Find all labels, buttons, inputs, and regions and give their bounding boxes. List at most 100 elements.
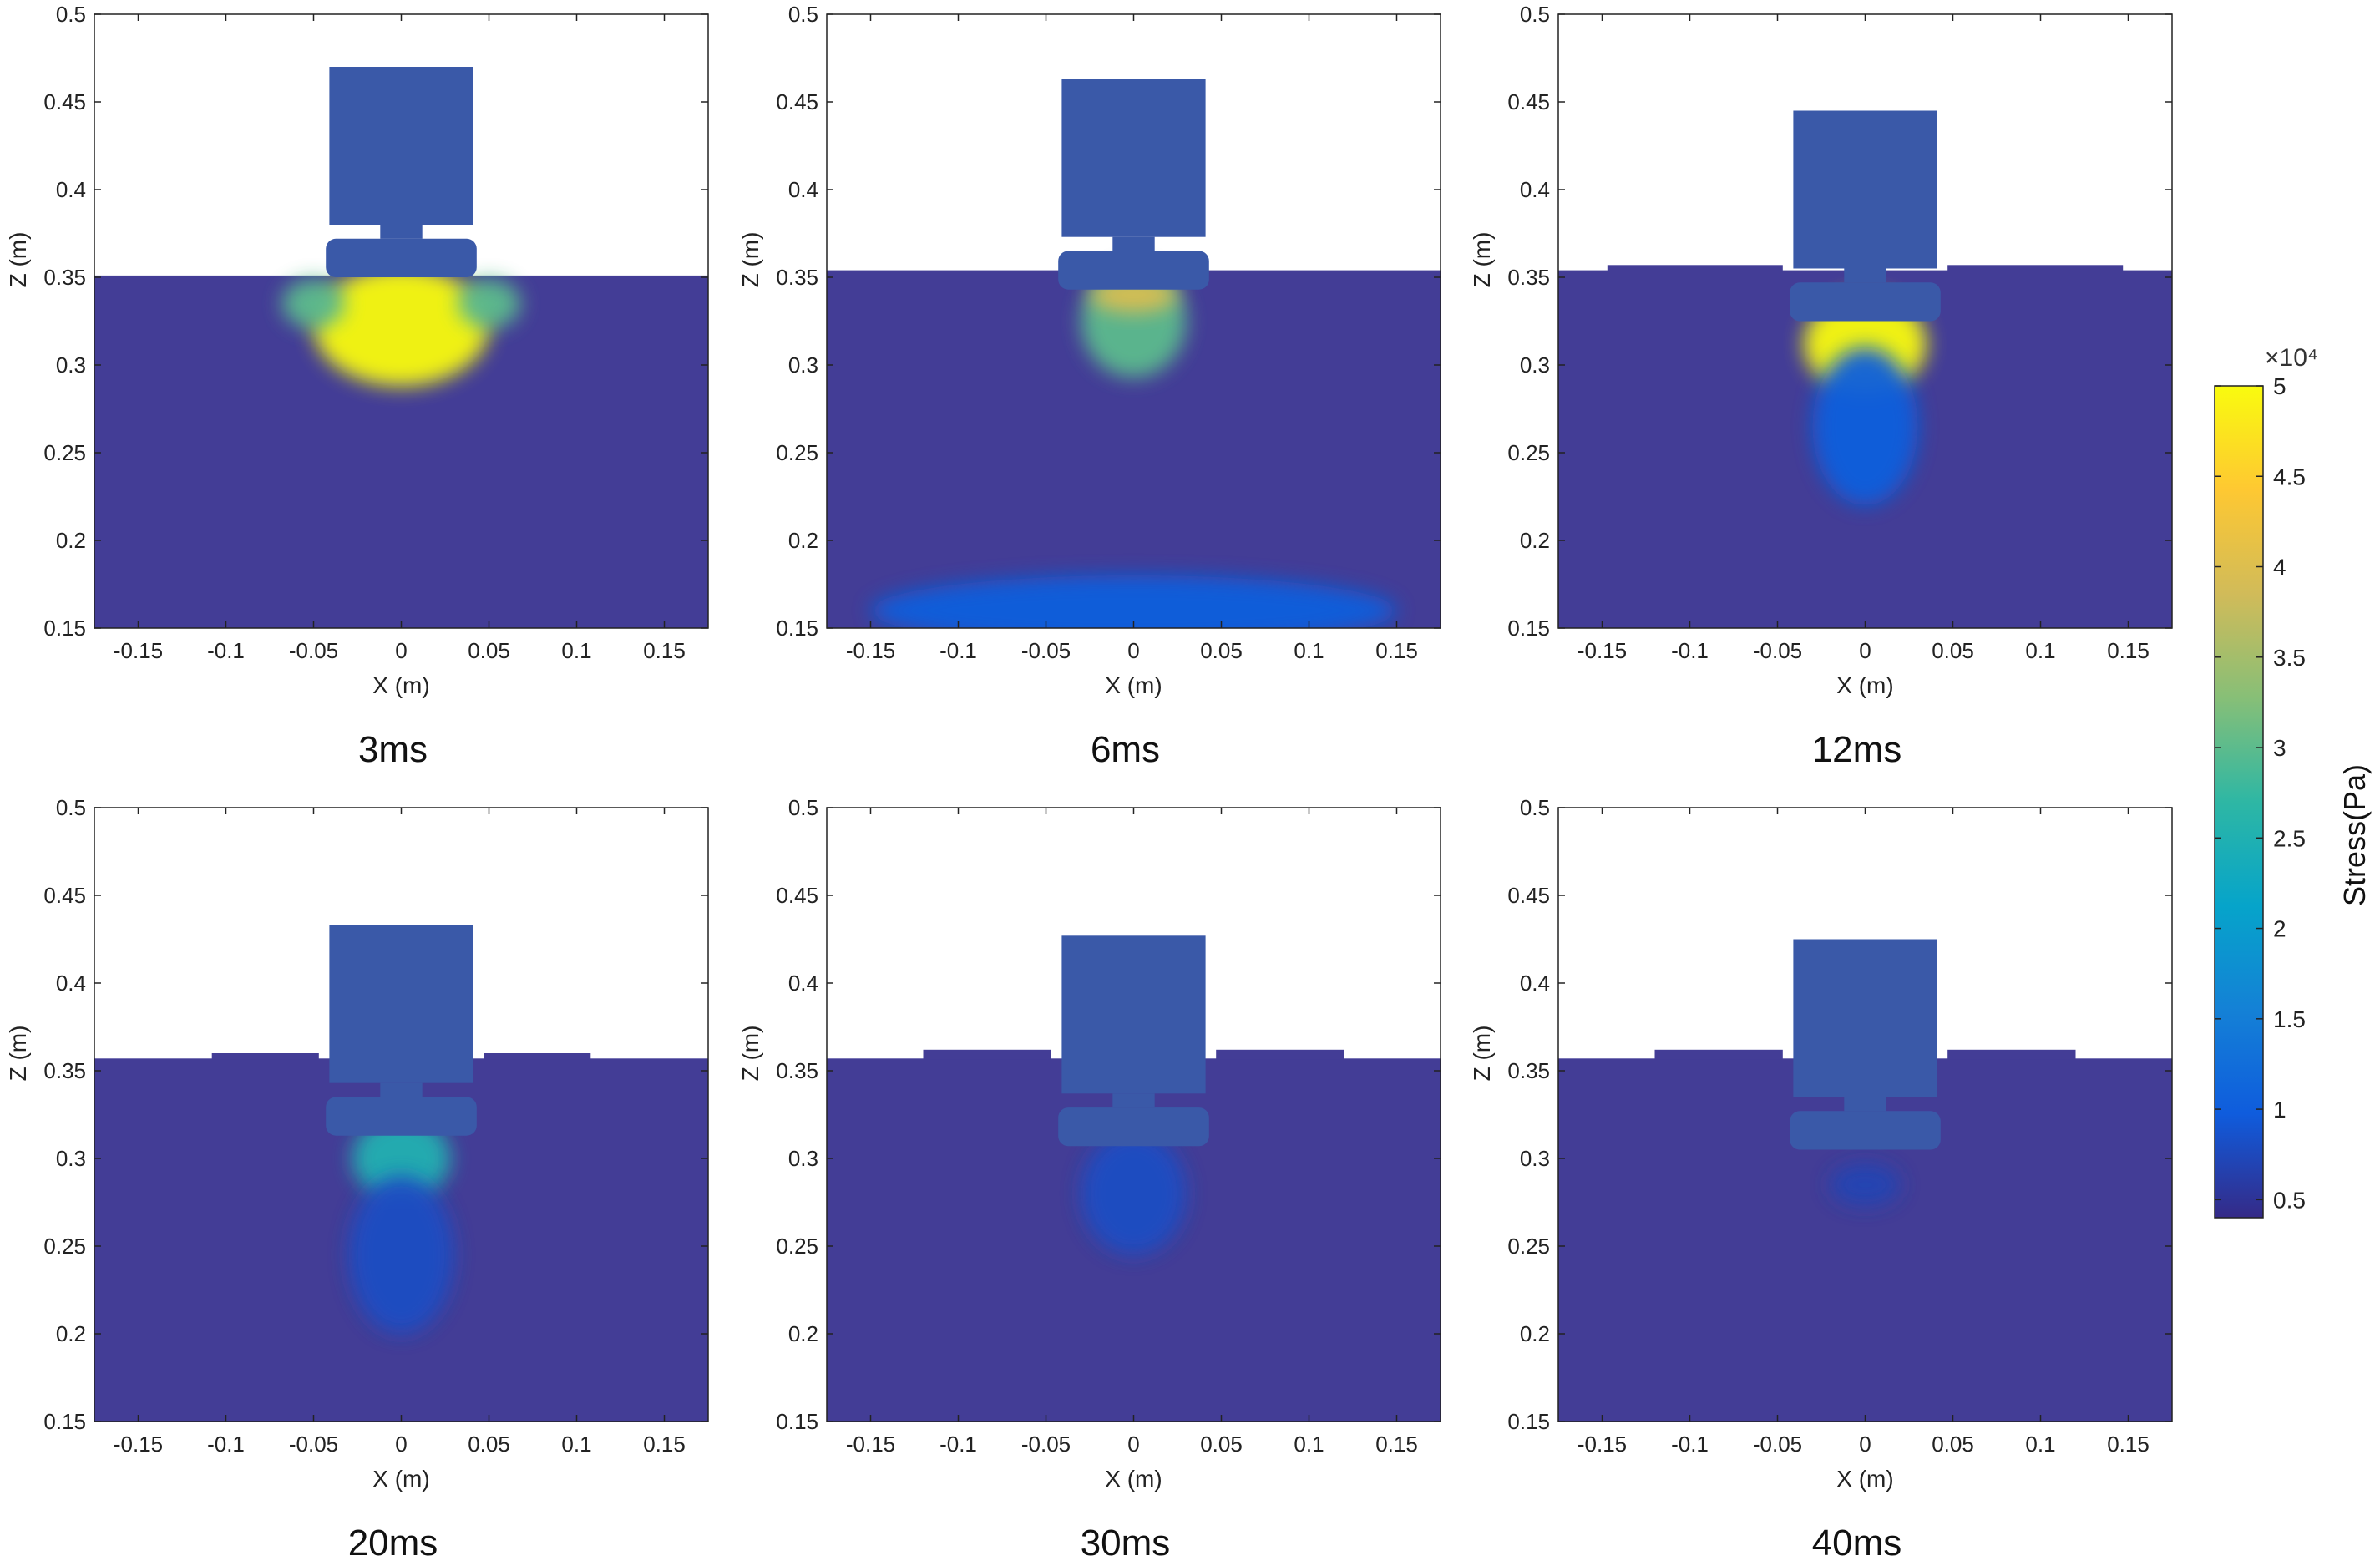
x-tick-label: 0.1 <box>561 638 591 663</box>
footing-block <box>329 925 473 1083</box>
y-tick-label: 0.2 <box>1520 1321 1550 1346</box>
x-tick-label: 0.15 <box>2107 638 2150 663</box>
y-tick-label: 0.15 <box>43 616 86 641</box>
x-tick-label: 0.05 <box>1932 1432 1974 1457</box>
panel-caption: 6ms <box>1091 729 1160 770</box>
y-tick-label: 0.5 <box>56 2 86 27</box>
y-tick-label: 0.4 <box>788 971 818 996</box>
y-tick-label: 0.4 <box>56 177 86 202</box>
x-axis-label: X (m) <box>1836 1466 1893 1492</box>
y-tick-label: 0.15 <box>1507 1409 1550 1434</box>
stress-zone <box>348 1176 454 1334</box>
y-tick-label: 0.45 <box>1507 89 1550 114</box>
x-tick-label: -0.05 <box>1753 1432 1802 1457</box>
x-tick-label: -0.15 <box>1577 638 1627 663</box>
y-tick-label: 0.4 <box>1520 971 1550 996</box>
footing-neck <box>1844 1097 1886 1112</box>
y-tick-label: 0.35 <box>43 1058 86 1083</box>
colorbar: ×10⁴ Stress(Pa) 0.5 1 1.5 2 2.5 3 3.5 4 4.5 5 <box>2214 344 2372 1219</box>
y-tick-label: 0.5 <box>788 2 818 27</box>
y-axis-label: Z (m) <box>737 1026 763 1082</box>
panel-caption: 40ms <box>1812 1523 1902 1561</box>
y-tick-label: 0.2 <box>788 528 818 553</box>
panel-20ms: -0.15 -0.1 -0.05 0 0.05 0.1 0.15 0.15 0.2 0.25 0.3… <box>5 795 709 1561</box>
panel-caption: 20ms <box>348 1523 438 1561</box>
panel-12ms: -0.15 -0.1 -0.05 0 0.05 0.1 0.15 0.15 0.2 0.25 0.3… <box>1469 2 2173 770</box>
x-tick-label: 0.1 <box>1294 638 1324 663</box>
footing-base <box>1058 1107 1209 1147</box>
colorbar-exponent-label: ×10⁴ <box>2265 344 2318 372</box>
colorbar-tick-label: 1 <box>2273 1097 2286 1123</box>
colorbar-tick-label: 4 <box>2273 555 2286 580</box>
y-tick-label: 0.2 <box>788 1321 818 1346</box>
footing-block <box>1793 110 1937 269</box>
panel-caption: 30ms <box>1081 1523 1171 1561</box>
y-tick-label: 0.35 <box>43 265 86 290</box>
x-tick-label: 0.1 <box>2025 1432 2055 1457</box>
footing-neck <box>380 225 423 239</box>
colorbar-tick-label: 0.5 <box>2273 1187 2306 1213</box>
soil-heave <box>1947 1049 2076 1060</box>
x-tick-label: -0.05 <box>289 638 338 663</box>
footing-base <box>1790 1111 1941 1150</box>
y-tick-label: 0.45 <box>43 883 86 908</box>
soil-heave <box>1654 1049 1783 1060</box>
y-axis-label: Z (m) <box>1469 232 1495 288</box>
x-tick-label: -0.1 <box>1671 638 1709 663</box>
x-tick-label: -0.05 <box>1753 638 1802 663</box>
footing-neck <box>1112 236 1155 251</box>
y-tick-label: 0.3 <box>788 1146 818 1171</box>
stress-zone <box>313 266 489 387</box>
y-tick-label: 0.45 <box>776 883 818 908</box>
x-tick-label: 0.1 <box>2025 638 2055 663</box>
y-tick-label: 0.15 <box>776 616 818 641</box>
soil-heave <box>211 1053 319 1060</box>
x-tick-label: -0.15 <box>114 638 163 663</box>
footing-block <box>1793 939 1937 1097</box>
x-tick-label: -0.05 <box>289 1432 338 1457</box>
y-tick-label: 0.3 <box>56 1146 86 1171</box>
x-tick-label: 0.05 <box>1932 638 1974 663</box>
panel-caption: 3ms <box>358 729 428 770</box>
y-tick-label: 0.3 <box>788 352 818 378</box>
x-tick-label: 0 <box>1859 1432 1871 1457</box>
footing-base <box>1790 282 1941 322</box>
stress-zone <box>352 1116 451 1201</box>
colorbar-label: Stress(Pa) <box>2337 764 2372 906</box>
y-tick-label: 0.3 <box>1520 352 1550 378</box>
x-tick-label: -0.1 <box>939 638 977 663</box>
colorbar-tick-label: 3.5 <box>2273 645 2306 671</box>
footing-block <box>1061 79 1206 237</box>
soil-heave <box>923 1049 1051 1060</box>
footing-neck <box>380 1082 423 1097</box>
plot-area <box>94 14 708 628</box>
plot-area <box>1558 14 2172 628</box>
y-tick-label: 0.25 <box>43 1234 86 1259</box>
x-tick-label: 0.1 <box>1294 1432 1324 1457</box>
x-tick-label: 0.15 <box>643 1432 686 1457</box>
stress-zone <box>1812 347 1918 505</box>
x-tick-label: 0.05 <box>468 638 510 663</box>
x-tick-label: 0.15 <box>1375 1432 1418 1457</box>
footing-neck <box>1844 268 1886 283</box>
y-axis-label: Z (m) <box>1469 1026 1495 1082</box>
stress-zone <box>457 279 521 328</box>
x-tick-label: 0.15 <box>1375 638 1418 663</box>
y-tick-label: 0.4 <box>56 971 86 996</box>
colorbar-tick-label: 1.5 <box>2273 1006 2306 1032</box>
y-tick-label: 0.3 <box>56 352 86 378</box>
plot-area <box>827 808 1441 1422</box>
plot-area <box>94 808 708 1422</box>
x-tick-label: -0.15 <box>846 1432 895 1457</box>
y-tick-label: 0.25 <box>43 440 86 465</box>
y-tick-label: 0.25 <box>1507 440 1550 465</box>
x-tick-label: 0 <box>395 638 407 663</box>
soil-heave <box>1607 265 1783 271</box>
x-axis-label: X (m) <box>1105 1466 1162 1492</box>
soil-heave <box>484 1053 591 1060</box>
x-tick-label: 0 <box>395 1432 407 1457</box>
x-tick-label: -0.05 <box>1021 1432 1071 1457</box>
y-tick-label: 0.15 <box>776 1409 818 1434</box>
y-tick-label: 0.4 <box>788 177 818 202</box>
